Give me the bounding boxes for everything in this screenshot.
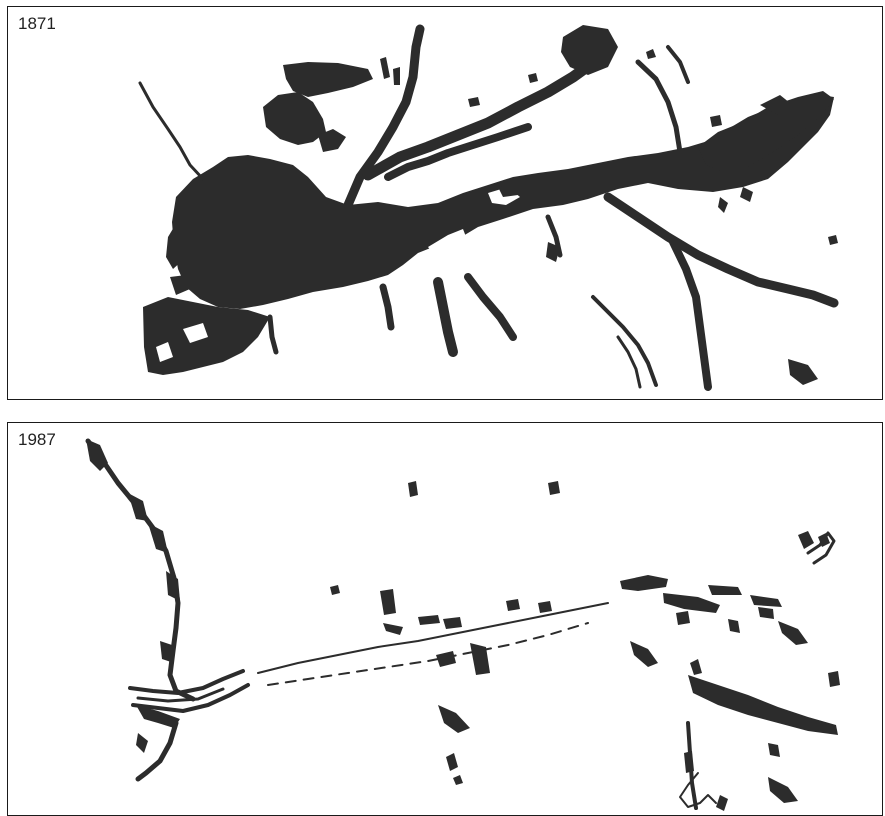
wetland-map-1871 bbox=[8, 7, 883, 400]
year-label: 1987 bbox=[18, 430, 56, 450]
eastern-wetland bbox=[688, 675, 838, 735]
map-panel-1987: 1987 bbox=[7, 422, 883, 816]
wetland-map-1987 bbox=[8, 423, 883, 816]
north-lobe bbox=[263, 92, 326, 145]
map-panel-1871: 1871 bbox=[7, 6, 883, 400]
western-arc-wetland bbox=[88, 441, 193, 699]
year-label: 1871 bbox=[18, 14, 56, 34]
